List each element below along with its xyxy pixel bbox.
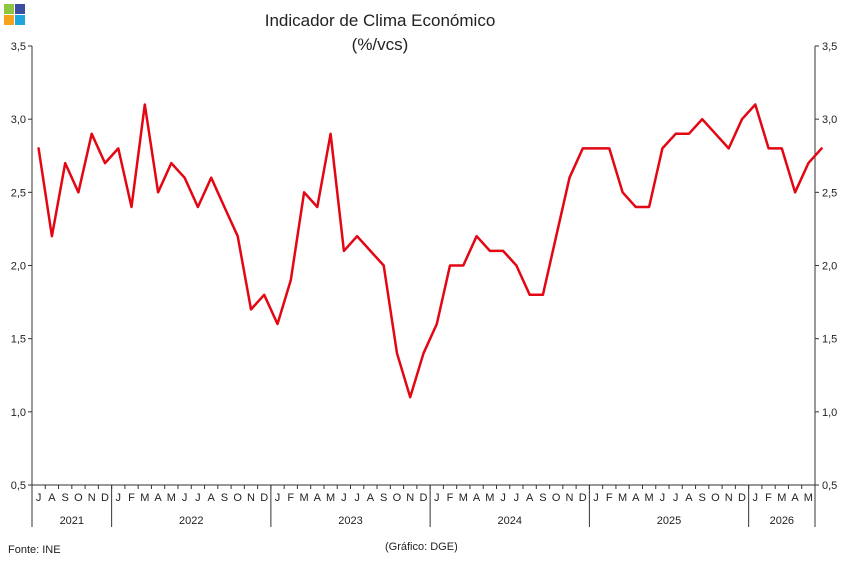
month-label: F [765,492,772,504]
month-label: J [593,492,599,504]
chart-subtitle: (%/vcs) [351,35,409,54]
month-label: M [326,492,335,504]
month-label: D [738,492,746,504]
month-label: J [514,492,520,504]
month-label: J [182,492,188,504]
month-label: M [485,492,494,504]
month-label: M [618,492,627,504]
month-label: M [777,492,786,504]
y-tick-label-right: 1,0 [822,407,837,419]
month-label: F [287,492,294,504]
month-label: D [101,492,109,504]
month-label: J [753,492,759,504]
month-label: D [420,492,428,504]
month-label: A [314,492,322,504]
month-label: O [74,492,83,504]
month-label: O [552,492,561,504]
month-label: J [660,492,666,504]
month-label: D [260,492,268,504]
y-tick-label-right: 0,5 [822,480,837,492]
y-tick-label-right: 2,5 [822,187,837,199]
month-label: N [566,492,574,504]
month-label: A [207,492,215,504]
month-label: S [380,492,387,504]
month-label: O [711,492,720,504]
month-label: M [645,492,654,504]
y-tick-label-left: 2,0 [11,261,26,273]
month-label: N [725,492,733,504]
month-label: S [62,492,69,504]
month-label: N [247,492,255,504]
month-label: S [699,492,706,504]
month-label: D [579,492,587,504]
y-tick-label-left: 1,0 [11,407,26,419]
month-label: F [606,492,613,504]
month-label: M [140,492,149,504]
month-label: J [36,492,42,504]
month-label: J [434,492,440,504]
y-tick-label-left: 1,5 [11,334,26,346]
year-label: 2026 [770,515,794,527]
month-label: J [195,492,201,504]
month-label: S [539,492,546,504]
y-tick-label-left: 3,0 [11,114,26,126]
y-tick-label-left: 0,5 [11,480,26,492]
y-tick-label-right: 3,0 [822,114,837,126]
logo-square-orange [4,15,14,25]
month-label: S [221,492,228,504]
month-label: N [406,492,414,504]
month-label: J [500,492,506,504]
month-label: A [48,492,56,504]
month-label: F [128,492,135,504]
month-label: J [341,492,347,504]
month-label: A [791,492,799,504]
month-label: N [88,492,96,504]
month-label: A [473,492,481,504]
month-label: O [233,492,242,504]
y-tick-label-left: 2,5 [11,187,26,199]
source-note: Fonte: INE [8,544,61,556]
y-tick-label-right: 1,5 [822,334,837,346]
month-label: A [154,492,162,504]
month-label: A [367,492,375,504]
month-label: M [459,492,468,504]
year-label: 2022 [179,515,203,527]
logo-square-cyan [15,15,25,25]
month-label: F [447,492,454,504]
logo [4,4,26,26]
logo-square-blue [15,4,25,14]
y-tick-label-right: 2,0 [822,261,837,273]
chart-title: Indicador de Clima Económico [264,11,496,30]
month-label: A [632,492,640,504]
y-tick-label-left: 3,5 [11,41,26,53]
year-label: 2024 [498,515,522,527]
logo-square-green [4,4,14,14]
month-label: J [354,492,360,504]
graph-credit: (Gráfico: DGE) [385,541,458,553]
month-label: J [673,492,679,504]
y-tick-label-right: 3,5 [822,41,837,53]
month-label: J [275,492,281,504]
month-label: M [167,492,176,504]
year-label: 2021 [60,515,84,527]
year-label: 2025 [657,515,681,527]
month-label: J [116,492,122,504]
month-label: A [685,492,693,504]
month-label: O [393,492,402,504]
series-line [37,103,823,399]
year-label: 2023 [338,515,362,527]
month-label: M [299,492,308,504]
month-label: A [526,492,534,504]
month-label: M [804,492,813,504]
